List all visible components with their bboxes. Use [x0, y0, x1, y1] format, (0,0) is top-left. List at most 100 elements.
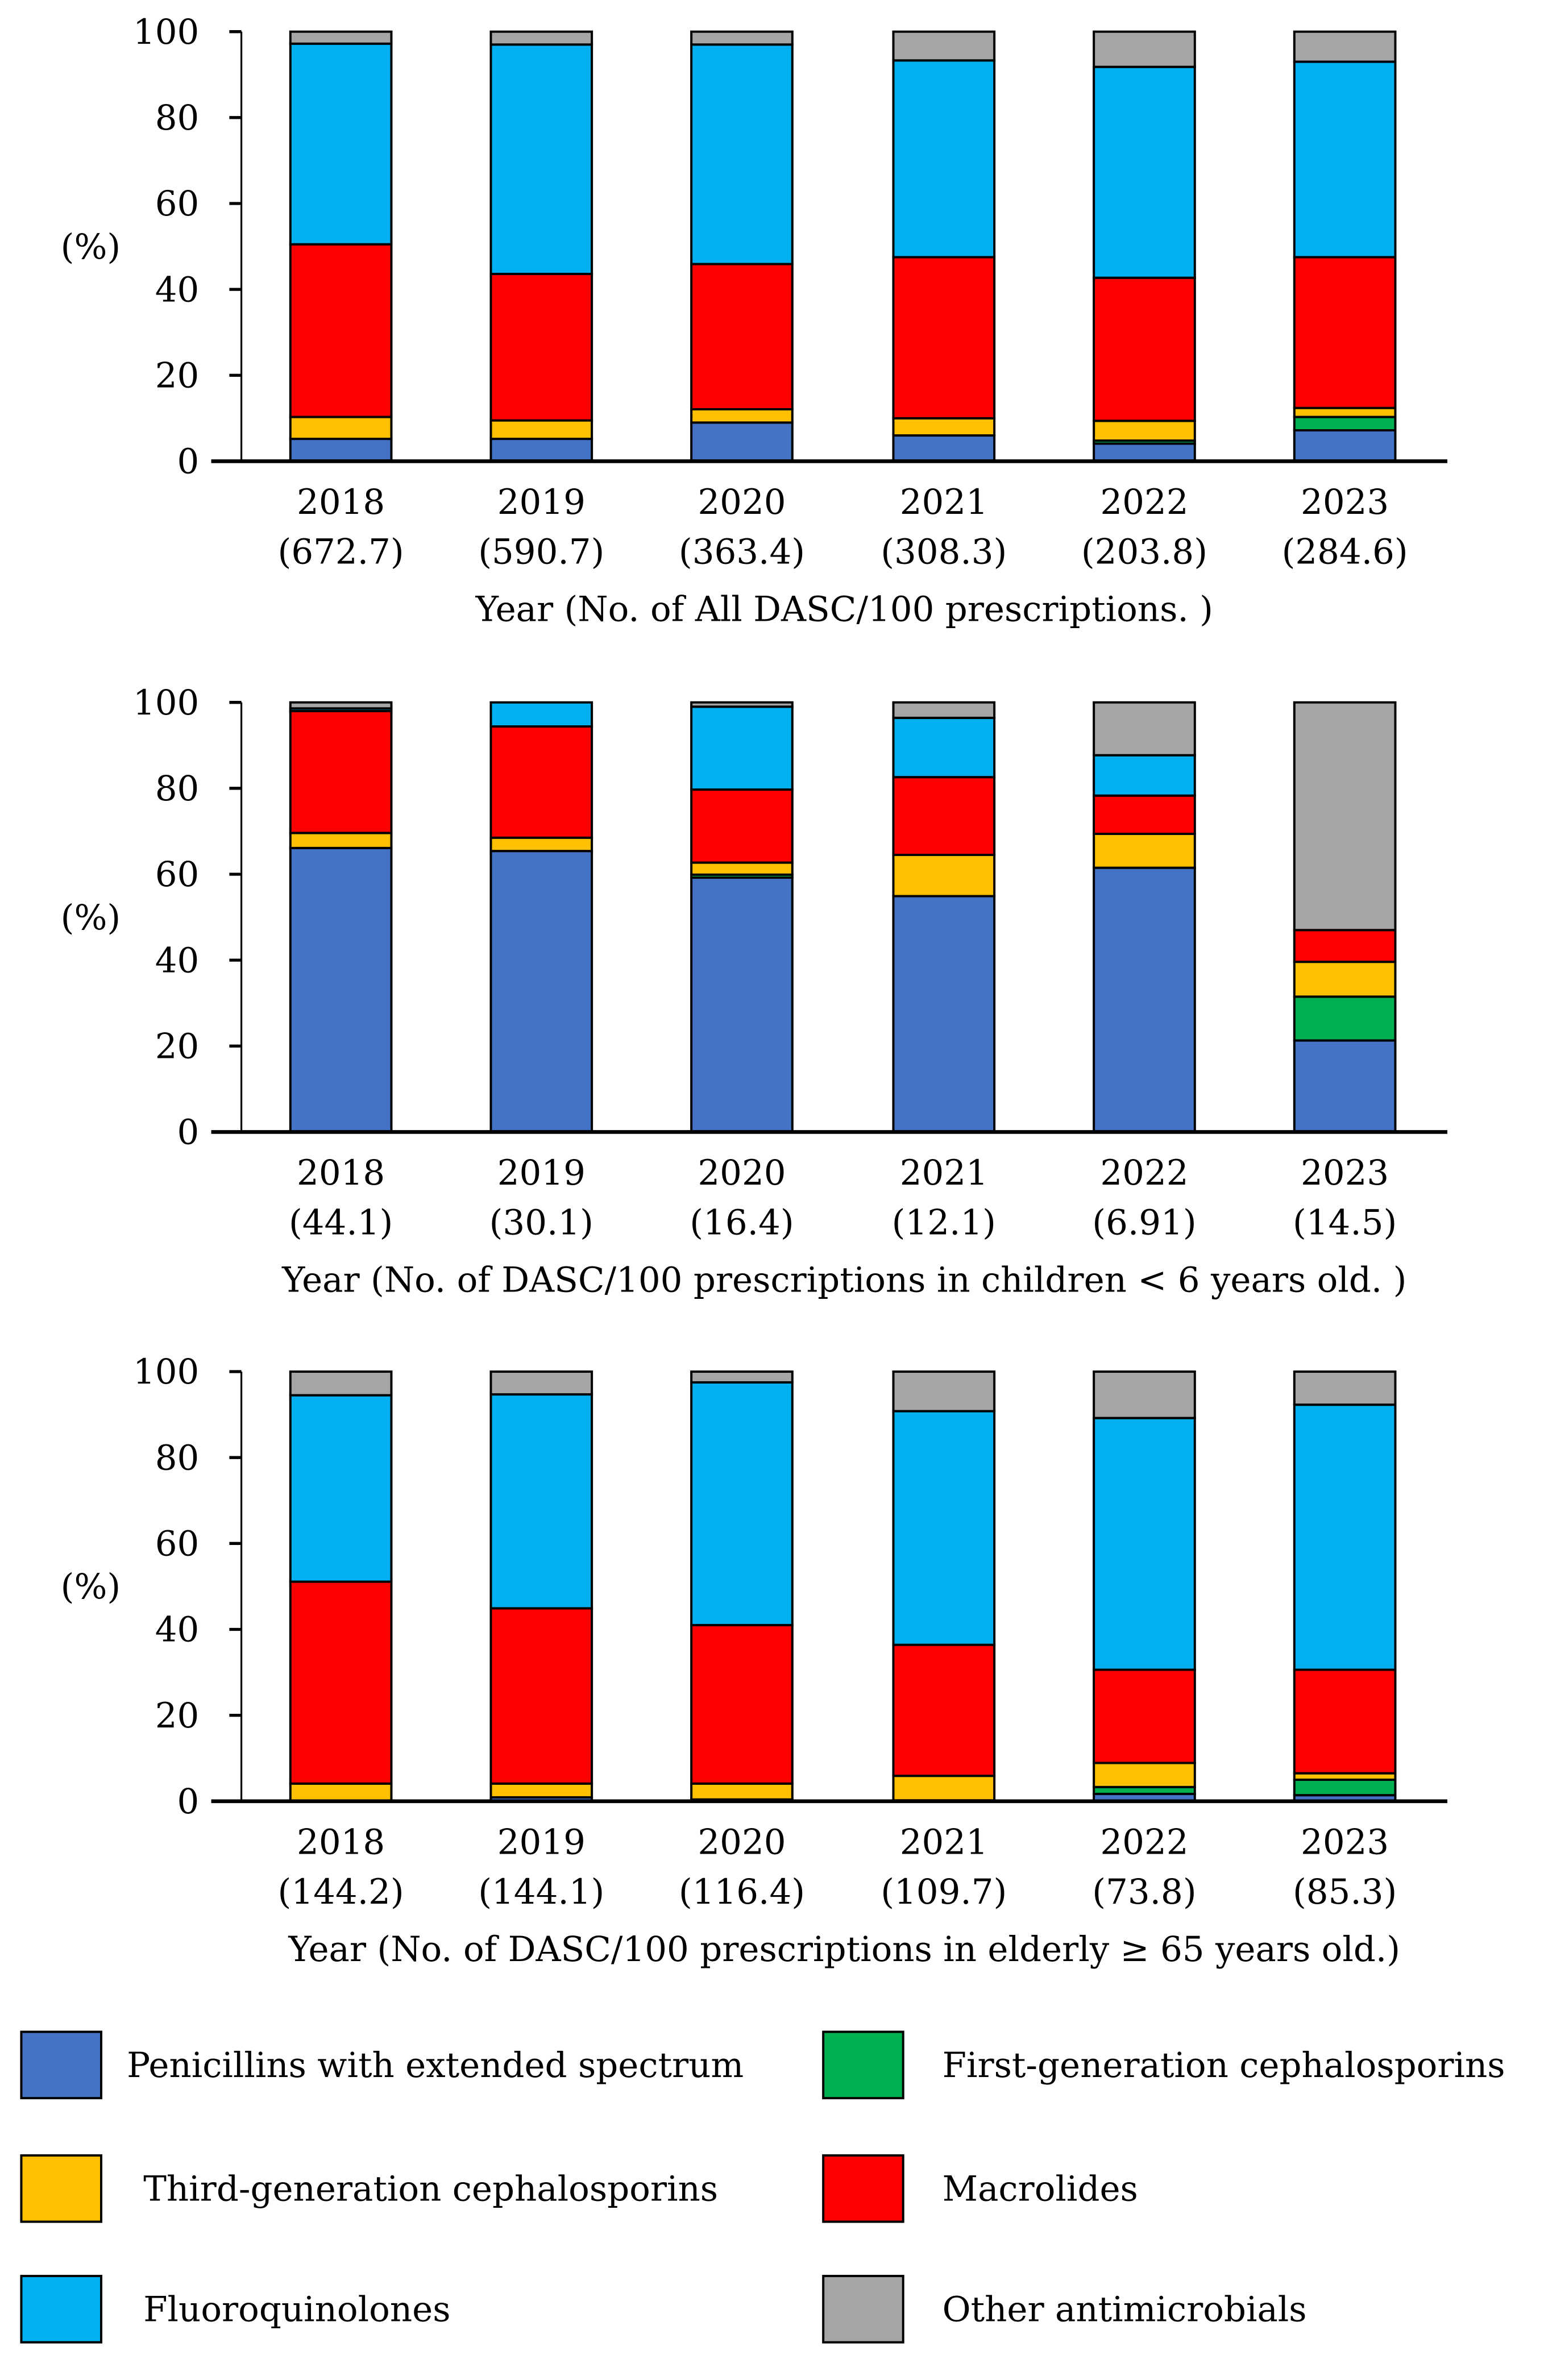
bar-segment-fluoroquinolones: [690, 1381, 794, 1626]
bar-segment-fluoroquinolones: [892, 716, 996, 779]
bar-segment-penicillins-with-extended-spectrum: [489, 438, 593, 463]
x-tick-label: 2020: [698, 482, 786, 522]
legend-swatch: [20, 2030, 102, 2100]
legend-label: Fluoroquinolones: [143, 2290, 450, 2330]
prescription-count-label: (590.7): [478, 532, 604, 572]
x-tick-label: 2018: [297, 1153, 385, 1193]
bar-segment-first-generation-cephalosporins: [1293, 1778, 1397, 1797]
y-axis-label: (%): [61, 1567, 121, 1607]
legend-swatch: [822, 2154, 904, 2223]
legend-label: First-generation cephalosporins: [943, 2045, 1505, 2086]
legend-swatch: [822, 2275, 904, 2344]
bar-segment-third-generation-cephalosporins: [1293, 961, 1397, 998]
y-tick-label: 100: [133, 683, 199, 723]
bar-segment-other-antimicrobials: [489, 1370, 593, 1396]
prescription-count-label: (144.1): [478, 1872, 604, 1912]
x-tick-label: 2018: [297, 1822, 385, 1863]
bar-segment-other-antimicrobials: [289, 30, 393, 45]
bar-segment-macrolides: [489, 1607, 593, 1785]
bar-segment-other-antimicrobials: [892, 1370, 996, 1413]
bar-segment-fluoroquinolones: [1093, 754, 1196, 797]
prescription-count-label: (116.4): [679, 1872, 805, 1912]
bar-segment-other-antimicrobials: [1093, 701, 1196, 757]
legend-label: Other antimicrobials: [943, 2290, 1307, 2330]
bar-segment-macrolides: [289, 243, 393, 418]
bar-segment-macrolides: [892, 256, 996, 419]
x-tick-label: 2020: [698, 1153, 786, 1193]
bar-segment-macrolides: [1093, 1668, 1196, 1764]
bar-segment-third-generation-cephalosporins: [289, 416, 393, 441]
legend-label: Penicillins with extended spectrum: [127, 2045, 744, 2086]
bar-segment-third-generation-cephalosporins: [1293, 406, 1397, 418]
y-tick-label: 60: [155, 184, 200, 224]
bar-segment-penicillins-with-extended-spectrum: [489, 850, 593, 1133]
bar-segment-macrolides: [1293, 256, 1397, 409]
x-tick-label: 2018: [297, 482, 385, 522]
bar-segment-macrolides: [1093, 794, 1196, 835]
y-tick-label: 60: [155, 854, 200, 895]
bar-segment-fluoroquinolones: [289, 42, 393, 246]
bar-segment-macrolides: [1093, 276, 1196, 422]
prescription-count-label: (16.4): [690, 1203, 794, 1243]
x-tick-label: 2019: [497, 482, 586, 522]
bar-segment-fluoroquinolones: [690, 43, 794, 265]
y-tick-label: 80: [155, 98, 200, 138]
bar-segment-fluoroquinolones: [489, 701, 593, 728]
bar-segment-other-antimicrobials: [1293, 1370, 1397, 1406]
x-tick-label: 2019: [497, 1153, 586, 1193]
bar-segment-third-generation-cephalosporins: [489, 419, 593, 441]
y-tick-label: 80: [155, 1438, 200, 1478]
bar-segment-other-antimicrobials: [690, 1370, 794, 1384]
legend-swatch: [20, 2275, 102, 2344]
bar-segment-other-antimicrobials: [1093, 1370, 1196, 1419]
bar-segment-macrolides: [1293, 1668, 1397, 1775]
prescription-count-label: (14.5): [1293, 1203, 1397, 1243]
bar-segment-macrolides: [489, 725, 593, 839]
y-tick-label: 40: [155, 269, 200, 310]
bar-segment-third-generation-cephalosporins: [690, 1782, 794, 1801]
bar-segment-penicillins-with-extended-spectrum: [289, 846, 393, 1133]
bar-segment-macrolides: [289, 1580, 393, 1785]
bar-segment-third-generation-cephalosporins: [1093, 419, 1196, 442]
prescription-count-label: (144.2): [278, 1872, 404, 1912]
bar-segment-fluoroquinolones: [1093, 65, 1196, 279]
bar-segment-other-antimicrobials: [289, 1370, 393, 1397]
x-tick-label: 2022: [1100, 1153, 1188, 1193]
x-tick-label: 2021: [900, 1822, 988, 1863]
bar-segment-fluoroquinolones: [1293, 1403, 1397, 1671]
bar-segment-third-generation-cephalosporins: [1093, 1762, 1196, 1788]
bar-segment-fluoroquinolones: [489, 1393, 593, 1610]
legend-label: Third-generation cephalosporins: [143, 2169, 718, 2209]
bar-segment-penicillins-with-extended-spectrum: [690, 421, 794, 463]
y-tick-label: 0: [177, 442, 200, 482]
prescription-count-label: (30.1): [489, 1203, 593, 1243]
prescription-count-label: (85.3): [1293, 1872, 1397, 1912]
bar-segment-first-generation-cephalosporins: [1293, 416, 1397, 431]
x-tick-label: 2022: [1100, 1822, 1188, 1863]
prescription-count-label: (44.1): [289, 1203, 393, 1243]
prescription-count-label: (363.4): [679, 532, 805, 572]
prescription-count-label: (6.91): [1092, 1203, 1196, 1243]
bar-segment-penicillins-with-extended-spectrum: [1293, 1039, 1397, 1133]
bar-segment-third-generation-cephalosporins: [289, 1782, 393, 1802]
x-axis-label: Year (No. of All DASC/100 prescriptions.…: [475, 589, 1213, 629]
bar-segment-penicillins-with-extended-spectrum: [892, 895, 996, 1133]
bar-segment-macrolides: [690, 1623, 794, 1785]
bar-segment-third-generation-cephalosporins: [892, 417, 996, 437]
bar-segment-macrolides: [690, 263, 794, 410]
bar-segment-third-generation-cephalosporins: [892, 1775, 996, 1802]
bar-segment-fluoroquinolones: [1093, 1417, 1196, 1671]
bar-segment-third-generation-cephalosporins: [690, 861, 794, 876]
bar-segment-other-antimicrobials: [289, 701, 393, 710]
legend-label: Macrolides: [943, 2169, 1138, 2209]
bar-segment-fluoroquinolones: [289, 1394, 393, 1583]
bar-segment-third-generation-cephalosporins: [289, 832, 393, 849]
bar-segment-other-antimicrobials: [892, 30, 996, 62]
bar-segment-third-generation-cephalosporins: [892, 853, 996, 898]
x-tick-label: 2023: [1301, 1822, 1389, 1863]
bar-segment-macrolides: [892, 1643, 996, 1777]
bar-segment-third-generation-cephalosporins: [690, 408, 794, 424]
bar-segment-penicillins-with-extended-spectrum: [892, 434, 996, 463]
